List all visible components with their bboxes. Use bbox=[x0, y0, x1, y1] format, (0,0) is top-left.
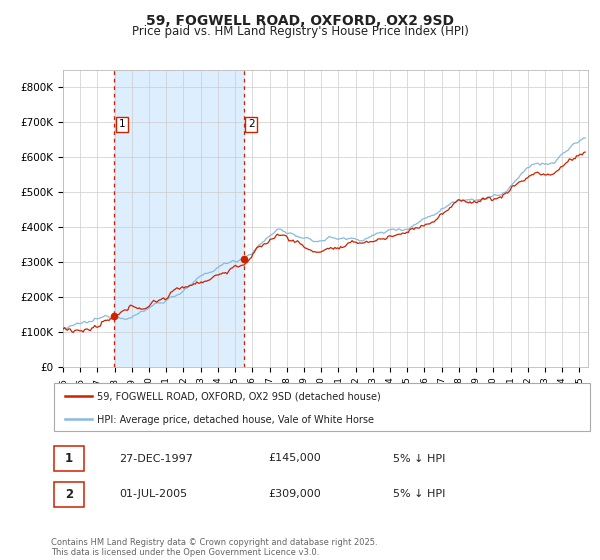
Text: 59, FOGWELL ROAD, OXFORD, OX2 9SD (detached house): 59, FOGWELL ROAD, OXFORD, OX2 9SD (detac… bbox=[97, 392, 381, 402]
Text: Price paid vs. HM Land Registry's House Price Index (HPI): Price paid vs. HM Land Registry's House … bbox=[131, 25, 469, 38]
Text: 1: 1 bbox=[119, 119, 125, 129]
Text: 2: 2 bbox=[248, 119, 254, 129]
FancyBboxPatch shape bbox=[54, 446, 83, 471]
FancyBboxPatch shape bbox=[54, 482, 83, 507]
Text: 2: 2 bbox=[65, 488, 73, 501]
Text: HPI: Average price, detached house, Vale of White Horse: HPI: Average price, detached house, Vale… bbox=[97, 415, 374, 425]
Text: 01-JUL-2005: 01-JUL-2005 bbox=[119, 489, 187, 499]
Text: 27-DEC-1997: 27-DEC-1997 bbox=[119, 454, 193, 464]
Text: 5% ↓ HPI: 5% ↓ HPI bbox=[393, 489, 445, 499]
Text: 59, FOGWELL ROAD, OXFORD, OX2 9SD: 59, FOGWELL ROAD, OXFORD, OX2 9SD bbox=[146, 14, 454, 28]
Text: Contains HM Land Registry data © Crown copyright and database right 2025.
This d: Contains HM Land Registry data © Crown c… bbox=[51, 538, 377, 557]
Bar bbox=[114, 70, 244, 367]
Text: 5% ↓ HPI: 5% ↓ HPI bbox=[393, 454, 445, 464]
Text: 1: 1 bbox=[65, 452, 73, 465]
FancyBboxPatch shape bbox=[54, 384, 590, 431]
Text: £145,000: £145,000 bbox=[268, 454, 321, 464]
Text: £309,000: £309,000 bbox=[268, 489, 321, 499]
